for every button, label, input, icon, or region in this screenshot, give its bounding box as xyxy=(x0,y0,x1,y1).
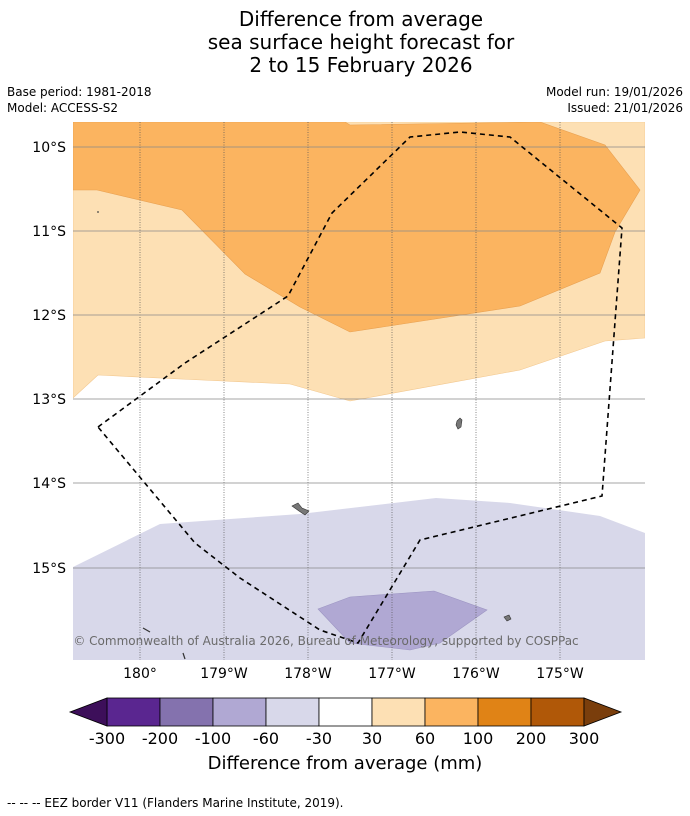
lat-label-15s: 15°S xyxy=(32,561,66,577)
lon-label-179w: 179°W xyxy=(200,666,248,682)
colorbar-tick-label: 30 xyxy=(361,729,383,748)
island-tokelau-a xyxy=(455,417,463,430)
longitude-labels: 180° 179°W 178°W 177°W 176°W 175°W xyxy=(123,666,584,682)
colorbar-segment--100_-60 xyxy=(212,697,267,727)
colorbar xyxy=(68,697,623,727)
model-name: Model: ACCESS-S2 xyxy=(7,101,119,115)
island-small-c xyxy=(503,614,512,622)
lon-label-175w: 175°W xyxy=(536,666,584,682)
map-panel: © Commonwealth of Australia 2026, Bureau… xyxy=(73,122,645,660)
anomaly-zone-neg-100-60 xyxy=(317,590,488,651)
colorbar-label: Difference from average (mm) xyxy=(207,753,483,774)
anomaly-zone-neg-60-30 xyxy=(73,498,645,660)
colorbar-segment-200_300 xyxy=(530,697,585,727)
eez-border xyxy=(96,131,623,644)
colorbar-tick-label: -30 xyxy=(305,729,333,748)
islet-e xyxy=(142,627,151,633)
colorbar-tick-label: -60 xyxy=(252,729,280,748)
copyright-notice: © Commonwealth of Australia 2026, Bureau… xyxy=(73,634,578,648)
colorbar-tick-label: 100 xyxy=(462,729,494,748)
lon-label-177w: 177°W xyxy=(368,666,416,682)
longitude-gridlines xyxy=(139,122,561,660)
colorbar-segment-100_200 xyxy=(477,697,532,727)
islet-d xyxy=(97,211,99,213)
title-line-3: 2 to 15 February 2026 xyxy=(249,53,473,77)
colorbar-tick-label: 300 xyxy=(568,729,600,748)
chart-title: Difference from average sea surface heig… xyxy=(0,8,690,77)
lon-label-176w: 176°W xyxy=(452,666,500,682)
lon-label-180: 180° xyxy=(123,666,157,682)
lat-label-12s: 12°S xyxy=(32,308,66,324)
latitude-labels: 10°S 11°S 12°S 13°S 14°S 15°S xyxy=(32,140,66,577)
lat-label-14s: 14°S xyxy=(32,476,66,492)
meta-left: Base period: 1981-2018 Model: ACCESS-S2 xyxy=(7,84,152,116)
colorbar-extend-high xyxy=(583,697,623,727)
lon-label-178w: 178°W xyxy=(284,666,332,682)
lat-label-10s: 10°S xyxy=(32,140,66,156)
latitude-gridlines xyxy=(73,146,645,569)
colorbar-segment--30_30 xyxy=(318,697,373,727)
issued-date: Issued: 21/01/2026 xyxy=(567,101,683,115)
colorbar-segment-30_60 xyxy=(371,697,426,727)
base-period: Base period: 1981-2018 xyxy=(7,85,152,99)
colorbar-tick-label: -100 xyxy=(194,729,232,748)
colorbar-tick-label: -200 xyxy=(141,729,179,748)
lat-label-13s: 13°S xyxy=(32,392,66,408)
eez-legend-note: -- -- -- EEZ border V11 (Flanders Marine… xyxy=(7,796,344,810)
model-run: Model run: 19/01/2026 xyxy=(545,85,683,99)
colorbar-segment-60_100 xyxy=(424,697,479,727)
colorbar-segment--200_-100 xyxy=(159,697,214,727)
title-line-2: sea surface height forecast for xyxy=(207,30,515,54)
colorbar-extend-low xyxy=(68,697,108,727)
colorbar-tick-label: 60 xyxy=(414,729,436,748)
title-line-1: Difference from average xyxy=(238,7,484,31)
meta-right: Model run: 19/01/2026 Issued: 21/01/2026 xyxy=(546,84,683,116)
lat-label-11s: 11°S xyxy=(32,224,66,240)
islet-f xyxy=(182,652,186,660)
colorbar-segment--60_-30 xyxy=(265,697,320,727)
colorbar-segment--300_-200 xyxy=(106,697,161,727)
colorbar-tick-label: 200 xyxy=(515,729,547,748)
island-tokelau-b xyxy=(291,502,310,516)
colorbar-tick-label: -300 xyxy=(88,729,126,748)
